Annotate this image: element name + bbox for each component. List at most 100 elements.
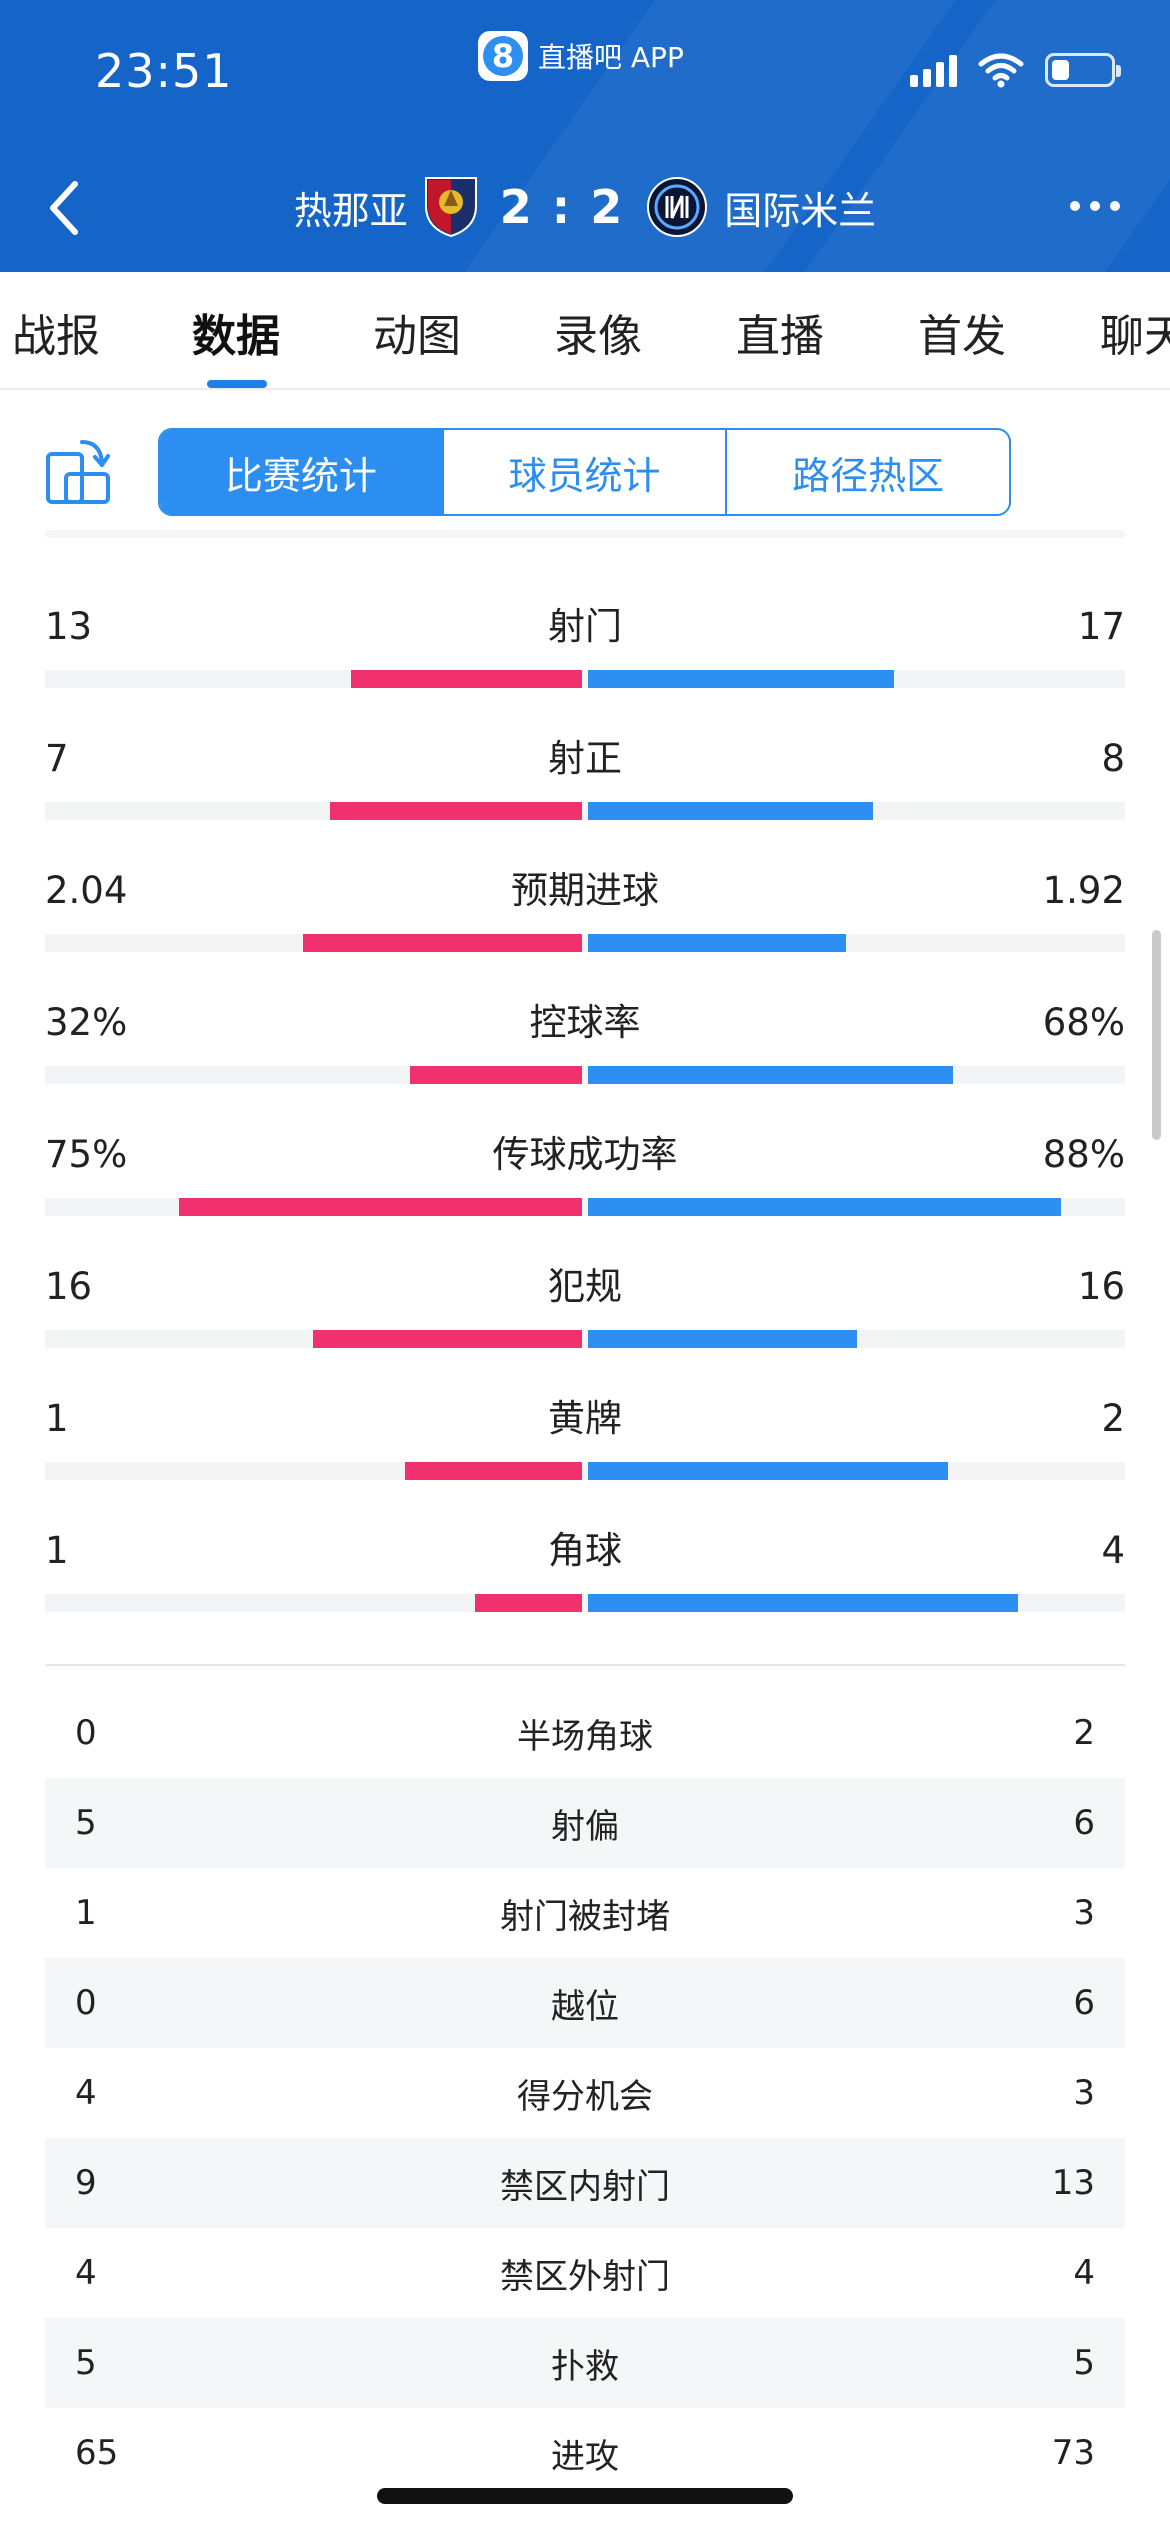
home-indicator[interactable]: [377, 2488, 793, 2504]
home-team-name[interactable]: 热那亚: [293, 188, 408, 233]
app-name: 直播吧 APP: [538, 41, 684, 74]
stat-label: 控球率: [529, 1001, 641, 1044]
stat-table-row: 0 越位 6: [45, 1958, 1125, 2048]
away-team-name[interactable]: 国际米兰: [724, 188, 877, 233]
away-stat-bar: [588, 802, 873, 820]
back-chevron-icon[interactable]: [45, 178, 85, 238]
stat-bar-row: 32% 控球率 68%: [45, 998, 1125, 1108]
stat-bar-track: [45, 1462, 1125, 1480]
stat-home-value: 5: [75, 2343, 97, 2383]
stat-away-value: 6: [1073, 1803, 1095, 1843]
stat-table-row: 9 禁区内射门 13: [45, 2138, 1125, 2228]
stat-table-row: 5 扑救 5: [45, 2318, 1125, 2408]
stat-bar-row: 13 射门 17: [45, 602, 1125, 712]
home-stat-bar: [410, 1066, 582, 1084]
stat-label: 犯规: [548, 1265, 622, 1308]
active-tab-indicator: [207, 380, 267, 388]
scoreline: 热那亚 2 : 2 国际米兰: [0, 170, 1170, 244]
stat-label: 扑救: [551, 2346, 619, 2387]
segment-player-stats[interactable]: 球员统计: [441, 430, 726, 514]
stat-home-value: 16: [45, 1265, 93, 1308]
away-stat-bar: [588, 934, 846, 952]
stat-bar-row: 1 黄牌 2: [45, 1394, 1125, 1504]
stat-table-row: 4 得分机会 3: [45, 2048, 1125, 2138]
stat-home-value: 1: [75, 1893, 97, 1933]
stat-away-value: 5: [1073, 2343, 1095, 2383]
stat-bar-track: [45, 670, 1125, 688]
stat-away-value: 4: [1073, 2253, 1095, 2293]
stat-away-value: 2: [1073, 1713, 1095, 1753]
home-stat-bar: [303, 934, 582, 952]
stat-away-value: 1.92: [1042, 869, 1125, 912]
away-team-crest-icon[interactable]: [646, 176, 708, 238]
away-stat-bar: [588, 1462, 948, 1480]
stat-away-value: 73: [1051, 2433, 1095, 2473]
stat-away-value: 68%: [1042, 1001, 1125, 1044]
tab-replay[interactable]: 录像: [554, 311, 642, 362]
stat-away-value: 4: [1101, 1529, 1125, 1572]
stat-table-row: 65 进攻 73: [45, 2408, 1125, 2498]
stats-segmented-control: 比赛统计 球员统计 路径热区: [158, 428, 1011, 516]
stat-table-row: 4 禁区外射门 4: [45, 2228, 1125, 2318]
segment-match-stats[interactable]: 比赛统计: [160, 430, 442, 514]
stat-label: 预期进球: [511, 869, 659, 912]
home-stat-bar: [313, 1330, 582, 1348]
rotate-screen-icon[interactable]: [42, 436, 114, 508]
stat-home-value: 13: [45, 605, 93, 648]
wifi-icon: [978, 53, 1024, 88]
tab-chat[interactable]: 聊天: [1100, 311, 1170, 362]
stat-home-value: 1: [45, 1397, 69, 1440]
home-stat-bar: [475, 1594, 582, 1612]
stat-home-value: 4: [75, 2253, 97, 2293]
tab-data[interactable]: 数据: [192, 311, 280, 362]
stat-label: 禁区外射门: [500, 2256, 670, 2297]
stat-bar-track: [45, 802, 1125, 820]
stat-away-value: 13: [1051, 2163, 1095, 2203]
match-header: 23:51 8 直播吧 APP 热那亚: [0, 0, 1170, 272]
battery-icon: [1045, 53, 1121, 87]
tab-live[interactable]: 直播: [736, 311, 824, 362]
away-stat-bar: [588, 670, 894, 688]
system-status-icons: [910, 52, 1121, 88]
away-stat-bar: [588, 1198, 1061, 1216]
stat-home-value: 65: [75, 2433, 119, 2473]
stat-away-value: 2: [1101, 1397, 1125, 1440]
stat-away-value: 16: [1077, 1265, 1125, 1308]
stat-home-value: 0: [75, 1713, 97, 1753]
stat-label: 半场角球: [517, 1716, 653, 1757]
stat-bar-row: 1 角球 4: [45, 1526, 1125, 1636]
away-stat-bar: [588, 1594, 1018, 1612]
stat-home-value: 75%: [45, 1133, 128, 1176]
stat-label: 进攻: [551, 2436, 619, 2477]
battery-level: [1052, 60, 1069, 80]
stat-away-value: 88%: [1042, 1133, 1125, 1176]
away-stat-bar: [588, 1066, 953, 1084]
stat-label: 禁区内射门: [500, 2166, 670, 2207]
home-team-crest-icon[interactable]: [424, 176, 478, 238]
tab-gifs[interactable]: 动图: [373, 311, 461, 362]
stat-bar-track: [45, 1330, 1125, 1348]
stat-home-value: 2.04: [45, 869, 128, 912]
stat-label: 黄牌: [548, 1397, 622, 1440]
stat-away-value: 8: [1101, 737, 1125, 780]
stat-label: 射门: [548, 605, 622, 648]
stat-table-row: 5 射偏 6: [45, 1778, 1125, 1868]
app-badge: 8 直播吧 APP: [478, 28, 684, 84]
stat-home-value: 7: [45, 737, 69, 780]
stat-home-value: 4: [75, 2073, 97, 2113]
app-logo-icon: 8: [478, 31, 528, 81]
stat-table-row: 1 射门被封堵 3: [45, 1868, 1125, 1958]
more-options-icon[interactable]: [1070, 184, 1120, 228]
stat-label: 射偏: [551, 1806, 619, 1847]
stat-bar-track: [45, 1066, 1125, 1084]
stat-home-value: 9: [75, 2163, 97, 2203]
stat-label: 角球: [548, 1529, 622, 1572]
section-separator: [45, 1664, 1125, 1666]
tab-lineup[interactable]: 首发: [918, 311, 1006, 362]
scrollbar[interactable]: [1152, 930, 1161, 1140]
segment-heatmap[interactable]: 路径热区: [725, 430, 1009, 514]
tab-bar: 战报 数据 动图 录像 直播 首发 聊天: [0, 272, 1170, 390]
tab-report[interactable]: 战报: [12, 311, 100, 362]
match-score: 2 : 2: [499, 180, 625, 234]
